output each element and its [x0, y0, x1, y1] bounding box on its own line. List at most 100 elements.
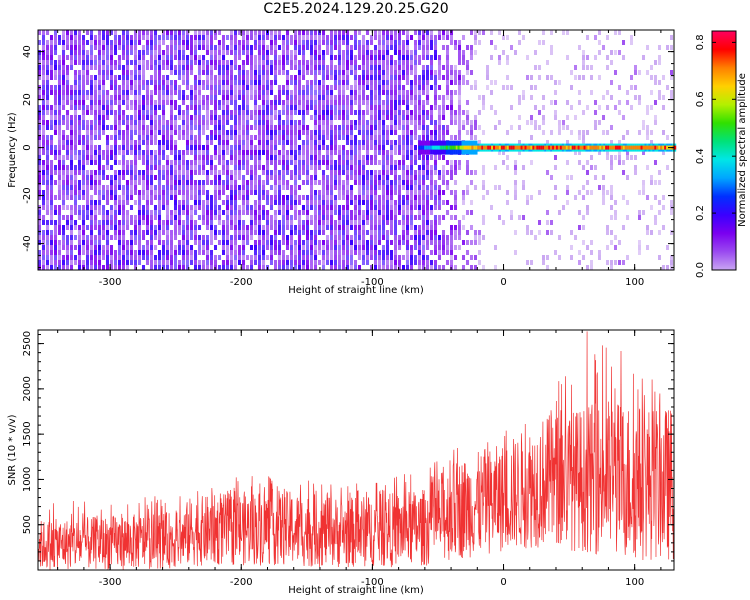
carrier-core: [457, 145, 460, 150]
spectrogram-cell: [326, 85, 329, 90]
spectrogram-cell: [598, 105, 601, 110]
spectrogram-cell: [578, 45, 581, 50]
spectrogram-cell: [474, 185, 477, 190]
spectrogram-cell: [182, 165, 185, 170]
spectrogram-cell: [166, 250, 169, 255]
spectrogram-cell: [278, 85, 281, 90]
spectrogram-cell: [322, 240, 325, 245]
spectrogram-cell: [450, 160, 453, 165]
spectrogram-cell: [426, 160, 429, 165]
spectrogram-cell: [374, 180, 377, 185]
spectrogram-cell: [278, 200, 281, 205]
spectrogram-cell: [330, 240, 333, 245]
spectrogram-cell: [522, 165, 525, 170]
spectrogram-cell: [162, 265, 165, 270]
spectrogram-cell: [358, 225, 361, 230]
spectrogram-cell: [554, 185, 557, 190]
spectrogram-cell: [218, 135, 221, 140]
spectrogram-cell: [270, 140, 273, 145]
spectrogram-cell: [398, 60, 401, 65]
spectrogram-cell: [270, 195, 273, 200]
spectrogram-cell: [46, 235, 49, 240]
spectrogram-cell: [382, 160, 385, 165]
spectrogram-cell: [270, 65, 273, 70]
spectrogram-cell: [422, 240, 425, 245]
spectrogram-cell: [354, 205, 357, 210]
spectrogram-cell: [138, 210, 141, 215]
spectrogram-cell: [238, 235, 241, 240]
spectrogram-cell: [362, 125, 365, 130]
spectrogram-cell: [38, 240, 41, 245]
spectrogram-cell: [622, 55, 625, 60]
spectrogram-cell: [374, 55, 377, 60]
spectrogram-cell: [158, 120, 161, 125]
spectrogram-cell: [190, 235, 193, 240]
spectrogram-cell: [530, 120, 533, 125]
spectrogram-cell: [578, 90, 581, 95]
spectrogram-cell: [366, 210, 369, 215]
spectrogram-cell: [174, 120, 177, 125]
spectrogram-cell: [446, 55, 449, 60]
spectrogram-cell: [150, 75, 153, 80]
spectrogram-cell: [338, 260, 341, 265]
spectrogram-cell: [350, 135, 353, 140]
spectrogram-cell: [146, 60, 149, 65]
spectrogram-cell: [402, 145, 405, 150]
spectrogram-cell: [130, 135, 133, 140]
spectrogram-cell: [150, 30, 153, 35]
spectrogram-cell: [198, 35, 201, 40]
spectrogram-cell: [350, 260, 353, 265]
spectrogram-cell: [338, 135, 341, 140]
spectrogram-cell: [402, 210, 405, 215]
spectrogram-cell: [290, 250, 293, 255]
spectrogram-cell: [438, 105, 441, 110]
spectrogram-cell: [398, 80, 401, 85]
spectrogram-cell: [426, 265, 429, 270]
spectrogram-cell: [246, 195, 249, 200]
spectrogram-cell: [402, 115, 405, 120]
spectrogram-cell: [382, 180, 385, 185]
spectrogram-cell: [90, 225, 93, 230]
spectrogram-cell: [346, 255, 349, 260]
spectrogram-cell: [190, 50, 193, 55]
spectrogram-cell: [602, 195, 605, 200]
spectrogram-cell: [294, 110, 297, 115]
spectrogram-cell: [226, 175, 229, 180]
spectrogram-cell: [170, 40, 173, 45]
spectrogram-cell: [294, 120, 297, 125]
spectrogram-cell: [70, 115, 73, 120]
spectrogram-cell: [326, 90, 329, 95]
spectrogram-cell: [314, 210, 317, 215]
spectrogram-cell: [190, 220, 193, 225]
spectrogram-cell: [482, 185, 485, 190]
spectrogram-cell: [654, 220, 657, 225]
spectrogram-cell: [410, 90, 413, 95]
spectrogram-cell: [382, 255, 385, 260]
spectrogram-cell: [190, 45, 193, 50]
spectrogram-cell: [314, 140, 317, 145]
spectrogram-cell: [82, 175, 85, 180]
spectrogram-cell: [290, 150, 293, 155]
spectrogram-cell: [446, 245, 449, 250]
spectrogram-cell: [398, 75, 401, 80]
spectrogram-cell: [418, 255, 421, 260]
spectrogram-cell: [450, 75, 453, 80]
spectrogram-cell: [150, 235, 153, 240]
spectrogram-cell: [450, 205, 453, 210]
spectrogram-cell: [658, 90, 661, 95]
spectrogram-cell: [130, 85, 133, 90]
spectrogram-cell: [482, 30, 485, 35]
spectrogram-cell: [526, 230, 529, 235]
spectrogram-cell: [314, 265, 317, 270]
spectrogram-cell: [46, 30, 49, 35]
spectrogram-cell: [402, 165, 405, 170]
spectrogram-cell: [58, 205, 61, 210]
spectrogram-cell: [110, 30, 113, 35]
spectrogram-cell: [594, 175, 597, 180]
spectrogram-cell: [302, 75, 305, 80]
spectrogram-cell: [210, 60, 213, 65]
spectrogram-cell: [338, 55, 341, 60]
spectrogram-cell: [398, 180, 401, 185]
spectrogram-cell: [386, 65, 389, 70]
